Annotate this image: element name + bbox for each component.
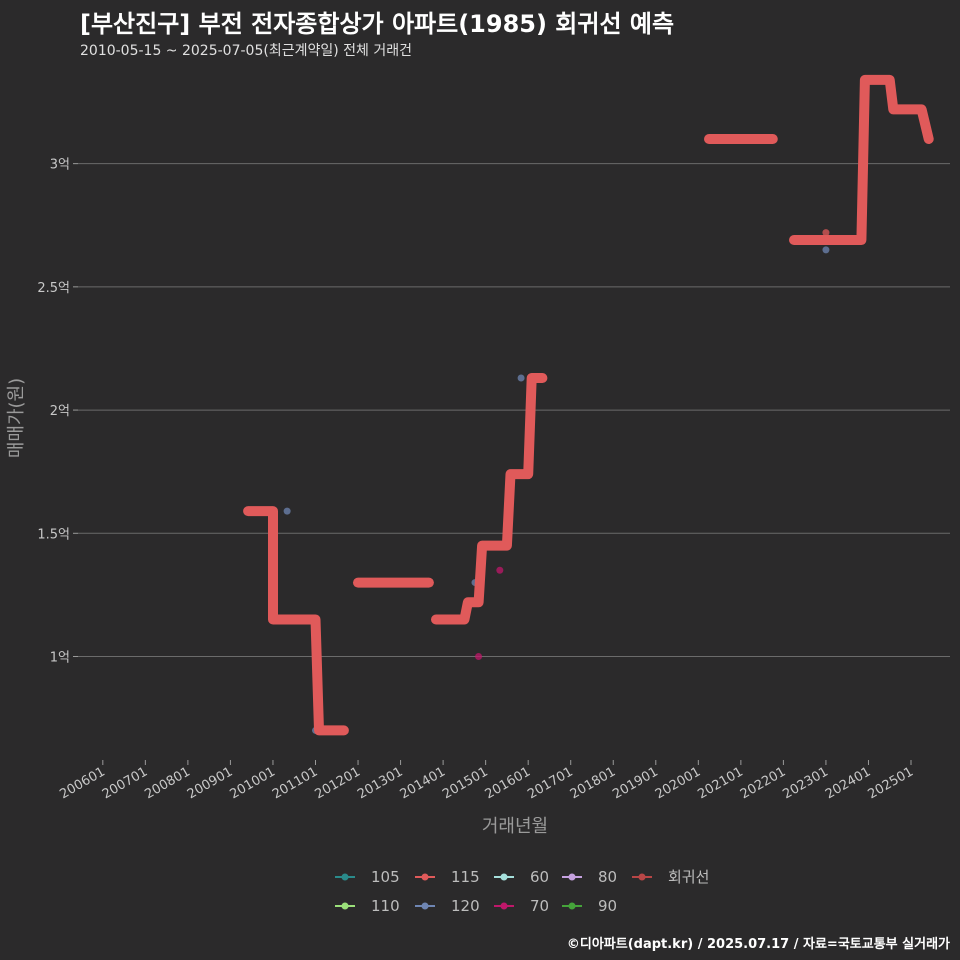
- x-tick-label: 201701: [525, 764, 575, 802]
- legend-item: 90: [562, 897, 617, 915]
- x-tick-label: 201601: [483, 764, 533, 802]
- x-tick-label: 201501: [440, 764, 490, 802]
- x-tick-label: 200801: [142, 764, 192, 802]
- x-tick-label: 201801: [568, 764, 618, 802]
- chart-title: [부산진구] 부전 전자종합상가 아파트(1985) 회귀선 예측: [80, 10, 675, 38]
- legend-label: 120: [451, 897, 480, 915]
- grid-lines: [78, 163, 950, 657]
- legend-item: 115: [415, 868, 480, 886]
- x-tick-label: 201301: [355, 764, 405, 802]
- x-tick-label: 201401: [398, 764, 448, 802]
- regression-line: [243, 74, 934, 736]
- legend-label: 80: [598, 868, 617, 886]
- legend-item: 105: [335, 868, 400, 886]
- legend: 105 115 60 80 회귀선 110 120 70 90: [335, 868, 709, 915]
- legend-dot: [638, 873, 646, 881]
- data-point: [475, 653, 483, 660]
- x-tick-label: 201201: [313, 764, 363, 802]
- x-tick-label: 201001: [227, 764, 277, 802]
- data-point: [822, 246, 830, 254]
- x-tick-label: 202201: [738, 764, 788, 802]
- transaction-points: [283, 229, 830, 734]
- y-tick-label: 3억: [50, 158, 70, 173]
- legend-item: 70: [494, 897, 549, 915]
- x-tick-label: 202501: [866, 764, 916, 802]
- data-point: [283, 507, 291, 515]
- chart-subtitle: 2010-05-15 ~ 2025-07-05(최근계약일) 전체 거래건: [80, 43, 412, 59]
- y-tick-label: 2.5억: [37, 281, 70, 296]
- data-point: [517, 374, 525, 382]
- legend-label: 110: [371, 897, 400, 915]
- legend-label: 60: [530, 868, 549, 886]
- legend-item: 회귀선: [632, 868, 709, 886]
- x-tick-label: 200901: [185, 764, 235, 802]
- legend-dot: [500, 873, 508, 881]
- y-tick-label: 2억: [50, 404, 70, 419]
- x-axis-title: 거래년월: [482, 816, 548, 837]
- legend-item: 80: [562, 868, 617, 886]
- legend-dot: [341, 873, 349, 881]
- x-tick-label: 202301: [780, 764, 830, 802]
- legend-dot: [568, 902, 576, 910]
- legend-label: 70: [530, 897, 549, 915]
- x-tick-label: 201101: [270, 764, 320, 802]
- x-axis-ticks: 2006012007012008012009012010012011012012…: [57, 760, 916, 802]
- legend-item: 110: [335, 897, 400, 915]
- regression-segment: [789, 74, 934, 245]
- x-tick-label: 201901: [610, 764, 660, 802]
- x-tick-label: 200601: [57, 764, 107, 802]
- legend-item: 60: [494, 868, 549, 886]
- data-point: [822, 229, 830, 237]
- x-tick-label: 202101: [695, 764, 745, 802]
- legend-label: 115: [451, 868, 480, 886]
- regression-segment: [431, 373, 548, 625]
- data-point: [496, 566, 504, 574]
- legend-item: 120: [415, 897, 480, 915]
- legend-dot: [341, 902, 349, 910]
- y-axis-ticks: 1억 1.5억 2억 2.5억 3억: [37, 158, 78, 666]
- y-tick-label: 1억: [50, 651, 70, 666]
- regression-segment: [243, 506, 349, 736]
- y-tick-label: 1.5억: [37, 527, 70, 542]
- x-tick-label: 202401: [823, 764, 873, 802]
- legend-label: 90: [598, 897, 617, 915]
- legend-dot: [421, 902, 429, 910]
- x-tick-label: 202001: [653, 764, 703, 802]
- y-axis-title: 매매가(원): [6, 378, 27, 458]
- legend-label: 105: [371, 868, 400, 886]
- legend-dot: [568, 873, 576, 881]
- source-credit: ©디아파트(dapt.kr) / 2025.07.17 / 자료=국토교통부 실…: [566, 937, 950, 952]
- legend-dot: [421, 873, 429, 881]
- legend-dot: [500, 902, 508, 910]
- x-tick-label: 200701: [100, 764, 150, 802]
- legend-label: 회귀선: [668, 868, 709, 886]
